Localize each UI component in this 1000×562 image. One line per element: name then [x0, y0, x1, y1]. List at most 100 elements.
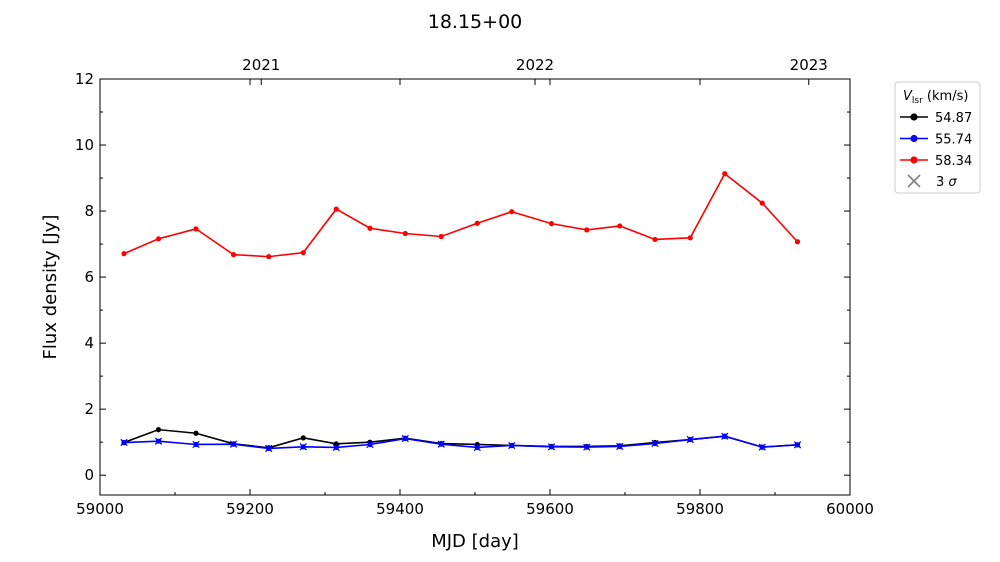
chart-title: 18.15+00	[428, 11, 523, 33]
data-point	[230, 252, 237, 258]
sigma-marker	[332, 443, 340, 452]
series-line	[123, 435, 798, 450]
y-tick-label: 10	[75, 136, 94, 154]
data-point	[266, 254, 272, 260]
sigma-stroke	[583, 443, 591, 451]
sigma-stroke	[547, 443, 556, 451]
x-tick-label: 59000	[76, 500, 124, 518]
sigma-marker	[401, 434, 409, 443]
sigma-stroke	[265, 444, 273, 453]
data-point	[722, 171, 728, 177]
y-tick-label: 6	[84, 268, 94, 286]
y-tick-label: 2	[84, 400, 94, 418]
legend-label: 55.74	[935, 133, 972, 148]
legend-sigma-marker	[907, 174, 921, 188]
data-point	[438, 233, 444, 240]
sigma-marker	[437, 440, 445, 448]
data-point	[155, 427, 162, 433]
sigma-markers	[120, 432, 802, 453]
top-year-label: 2023	[790, 56, 828, 74]
sigma-stroke	[721, 432, 729, 440]
plot-frame	[99, 78, 851, 496]
sigma-stroke	[299, 443, 307, 451]
legend-marker	[910, 113, 918, 121]
sigma-stroke	[192, 440, 200, 449]
x-tick-label: 59200	[226, 500, 274, 518]
x-tick-label: 59600	[526, 500, 574, 518]
legend-item: 58.34	[900, 154, 972, 169]
x-tick-label: 59800	[676, 500, 724, 518]
legend-title-main: V	[903, 89, 913, 104]
data-point	[193, 430, 199, 436]
series-layer	[120, 171, 802, 453]
y-tick-label: 4	[84, 334, 94, 352]
data-point	[548, 221, 555, 227]
sigma-marker	[793, 441, 802, 449]
sigma-stroke	[154, 437, 163, 445]
sigma-stroke	[508, 441, 516, 450]
data-point	[652, 236, 658, 243]
sigma-stroke	[686, 435, 694, 444]
axis-ticks: 59000 59200 59400 59600 59800 60000 0 2 4 6 8 10 12 2…	[75, 56, 874, 518]
x-tick-label: 60000	[826, 500, 874, 518]
sigma-stroke	[332, 443, 340, 452]
sigma-marker	[616, 442, 624, 451]
y-tick-label: 0	[84, 466, 94, 484]
legend-sigma-stroke	[907, 174, 921, 188]
sigma-marker	[508, 441, 516, 450]
legend-title: Vlsr (km/s)	[903, 89, 968, 106]
data-point	[193, 226, 199, 232]
legend-sigma-label: 3 σ	[936, 175, 957, 190]
sigma-stroke	[366, 440, 374, 449]
legend-box	[894, 81, 981, 194]
sigma-marker	[265, 444, 273, 453]
sigma-marker	[686, 435, 694, 444]
data-point	[367, 225, 373, 231]
top-year-label: 2021	[242, 56, 280, 74]
legend-title-rest: (km/s)	[923, 89, 969, 104]
x-axis-label: MJD [day]	[431, 531, 519, 552]
data-point	[687, 235, 693, 241]
legend-item: 55.74	[900, 133, 972, 148]
x-tick-label: 59400	[376, 500, 424, 518]
sigma-stroke	[793, 441, 802, 449]
sigma-stroke	[229, 440, 238, 448]
top-year-label: 2022	[516, 56, 554, 74]
sigma-marker	[547, 443, 556, 451]
data-point	[300, 250, 306, 256]
data-point	[474, 220, 480, 226]
data-point	[155, 236, 162, 242]
sigma-stroke	[120, 438, 128, 447]
sigma-marker	[154, 437, 163, 445]
sigma-marker	[651, 439, 659, 448]
data-point	[333, 441, 339, 447]
data-point	[584, 227, 590, 233]
sigma-marker	[192, 440, 200, 449]
series-line	[123, 172, 799, 258]
sigma-stroke	[473, 443, 481, 452]
y-tick-label: 12	[75, 70, 94, 88]
legend-title-sub: lsr	[912, 96, 923, 106]
legend-label: 54.87	[935, 111, 972, 126]
sigma-stroke	[401, 434, 409, 443]
data-point	[300, 435, 306, 441]
data-point	[509, 209, 515, 215]
legend-items: 54.87 55.74 58.34	[900, 111, 972, 188]
series-58-34	[121, 171, 801, 260]
sigma-marker	[721, 432, 729, 440]
series-55-74	[121, 433, 801, 452]
data-point	[333, 206, 339, 212]
data-point	[794, 239, 801, 245]
sigma-marker	[758, 443, 766, 451]
legend-label: 58.34	[935, 154, 972, 169]
legend-item: 54.87	[900, 111, 972, 126]
data-point	[121, 251, 127, 257]
legend-marker	[910, 134, 918, 143]
legend: Vlsr (km/s) 54.87 55.74 58.34 3 σ	[894, 81, 981, 194]
sigma-marker	[120, 438, 128, 447]
sigma-marker	[473, 443, 481, 452]
data-point	[402, 230, 408, 237]
sigma-marker	[366, 440, 374, 449]
sigma-marker	[299, 443, 307, 451]
